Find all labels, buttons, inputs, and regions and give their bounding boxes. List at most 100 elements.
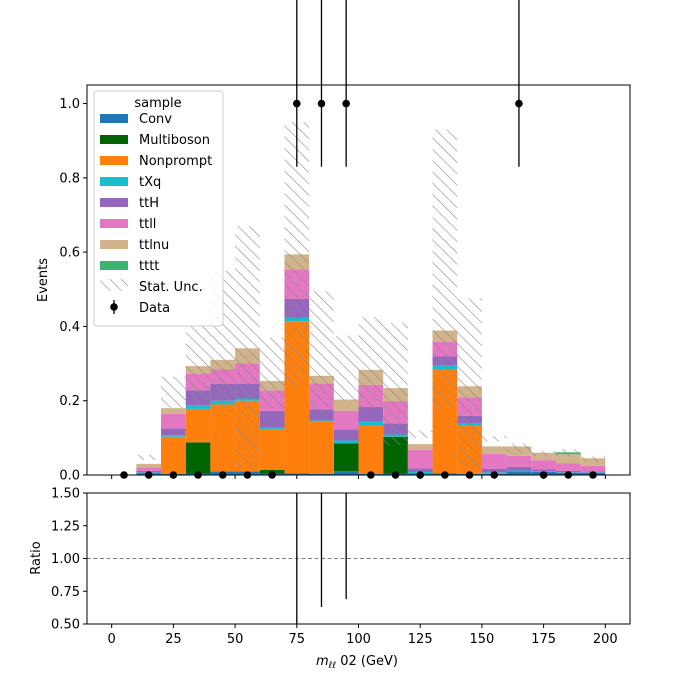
stat-unc-band-12	[407, 430, 433, 438]
y-tick-label-5: 1.0	[59, 97, 80, 112]
ratio-y-tick-label-1: 0.75	[51, 585, 80, 600]
legend-swatch-nonprompt	[100, 156, 128, 165]
stat-unc-band-13	[432, 129, 458, 409]
legend-label-multiboson: Multiboson	[139, 133, 210, 148]
y-tick-label-2: 0.4	[59, 320, 80, 335]
stat-unc-band-6	[259, 337, 285, 409]
x-tick-label-1: 25	[165, 632, 182, 647]
bar-ttll-12	[407, 449, 433, 469]
legend-swatch-txq	[100, 177, 128, 186]
bar-ttlnu-18	[555, 454, 581, 464]
y-tick-label-1: 0.2	[59, 394, 80, 409]
bar-conv-8	[309, 473, 334, 475]
bar-tth-15	[481, 468, 507, 473]
legend-swatch-ttll	[100, 219, 128, 228]
legend-label-conv: Conv	[139, 112, 172, 127]
stat-unc-band-8	[309, 291, 334, 416]
bar-ttll-16	[506, 455, 532, 467]
ratio-y-tick-label-3: 1.25	[51, 519, 80, 534]
legend-label-data: Data	[139, 301, 170, 316]
ratio-y-tick-label-2: 1.00	[51, 552, 80, 567]
bar-ttll-1	[136, 467, 162, 471]
bar-tth-12	[407, 468, 433, 473]
bar-multiboson-3	[185, 442, 211, 474]
legend-swatch-data	[110, 303, 118, 311]
bar-nonprompt-3	[185, 408, 211, 443]
legend-swatch-ttlnu	[100, 240, 128, 249]
x-axis-title-math: m	[316, 654, 329, 669]
stat-unc-band-10	[358, 317, 384, 412]
legend-swatch-multiboson	[100, 135, 128, 144]
x-axis-title-rest: 02 (GeV)	[336, 654, 398, 669]
bar-txq-9	[333, 440, 359, 444]
bar-txq-16	[506, 470, 532, 472]
bar-conv-7	[284, 473, 310, 475]
stat-unc-band-16	[506, 443, 532, 453]
legend-label-ttll: ttll	[139, 217, 156, 232]
bar-nonprompt-4	[210, 404, 236, 472]
bar-multiboson-9	[333, 443, 359, 472]
bar-tth-16	[506, 466, 532, 471]
bar-ttll-19	[580, 465, 606, 472]
legend-swatch-stat-unc	[100, 279, 128, 291]
bar-txq-10	[358, 421, 384, 426]
x-axis-title-sub: ℓℓ	[328, 661, 336, 671]
legend-label-txq: tXq	[139, 175, 161, 190]
data-point-7	[292, 99, 301, 108]
bar-nonprompt-8	[309, 421, 334, 474]
bar-nonprompt-10	[358, 425, 384, 474]
legend-label-nonprompt: Nonprompt	[139, 154, 212, 169]
ratio-y-axis-title: Ratio	[29, 541, 44, 574]
legend-label-tttt: tttt	[139, 259, 159, 274]
stat-unc-band-2	[161, 376, 186, 409]
bar-tth-6	[259, 410, 285, 428]
bar-conv-16	[506, 471, 532, 475]
bar-tth-2	[161, 428, 186, 436]
main-plot-panel: 0.0 0.2 0.4 0.6 0.8 1.0	[59, 0, 631, 484]
bar-ttlnu-15	[481, 446, 507, 454]
legend-label-stat-unc: Stat. Unc.	[139, 280, 203, 295]
stat-unc-band-9	[333, 335, 359, 401]
y-tick-label-4: 0.8	[59, 171, 80, 186]
legend-label-ttlnu: ttlnu	[139, 238, 169, 253]
bar-conv-9	[333, 471, 359, 475]
bar-txq-2	[161, 435, 186, 437]
bar-txq-6	[259, 427, 285, 429]
legend-label-tth: ttH	[139, 196, 159, 211]
stat-unc-band-18	[555, 449, 581, 457]
legend: sample Conv Multiboson Nonprompt tXq ttH ttll…	[93, 90, 224, 327]
stat-unc-band-17	[531, 450, 556, 457]
data-point-8	[317, 99, 326, 108]
stat-unc-band-14	[457, 298, 482, 468]
stat-unc-band-19	[580, 456, 606, 462]
ratio-y-tick-label-0: 0.50	[51, 618, 80, 633]
stat-unc-band-3	[185, 326, 211, 409]
stat-unc-band-5	[235, 226, 260, 468]
bar-nonprompt-6	[259, 428, 285, 470]
y-tick-label-3: 0.6	[59, 246, 80, 261]
x-tick-label-8: 200	[593, 632, 618, 647]
bar-ttlnu-1	[136, 463, 162, 468]
ratio-plot-panel: 0.50 0.75 1.00 1.25 1.50 0 25 50 75 100 125 150 175 2…	[51, 487, 631, 647]
x-tick-label-7: 175	[531, 632, 556, 647]
x-tick-label-6: 150	[469, 632, 494, 647]
legend-title: sample	[134, 96, 181, 111]
bar-ttll-18	[555, 463, 581, 471]
x-tick-label-0: 0	[108, 632, 116, 647]
bar-nonprompt-2	[161, 436, 186, 474]
legend-swatch-tttt	[100, 261, 128, 270]
bar-txq-8	[309, 420, 334, 422]
bar-ttll-9	[333, 410, 359, 430]
data-point-9	[342, 99, 350, 108]
bar-tth-17	[531, 469, 556, 472]
x-tick-label-4: 100	[346, 632, 371, 647]
bar-ttll-15	[481, 453, 507, 469]
x-tick-label-2: 50	[227, 632, 244, 647]
bar-ttlnu-12	[407, 444, 433, 450]
bar-ttll-17	[531, 460, 556, 470]
stat-unc-band-11	[383, 322, 408, 446]
x-axis-title: mℓℓ 02 (GeV)	[316, 654, 398, 671]
y-axis-title: Events	[36, 258, 51, 302]
data-point-16	[515, 99, 523, 108]
bar-ttlnu-2	[161, 408, 186, 414]
